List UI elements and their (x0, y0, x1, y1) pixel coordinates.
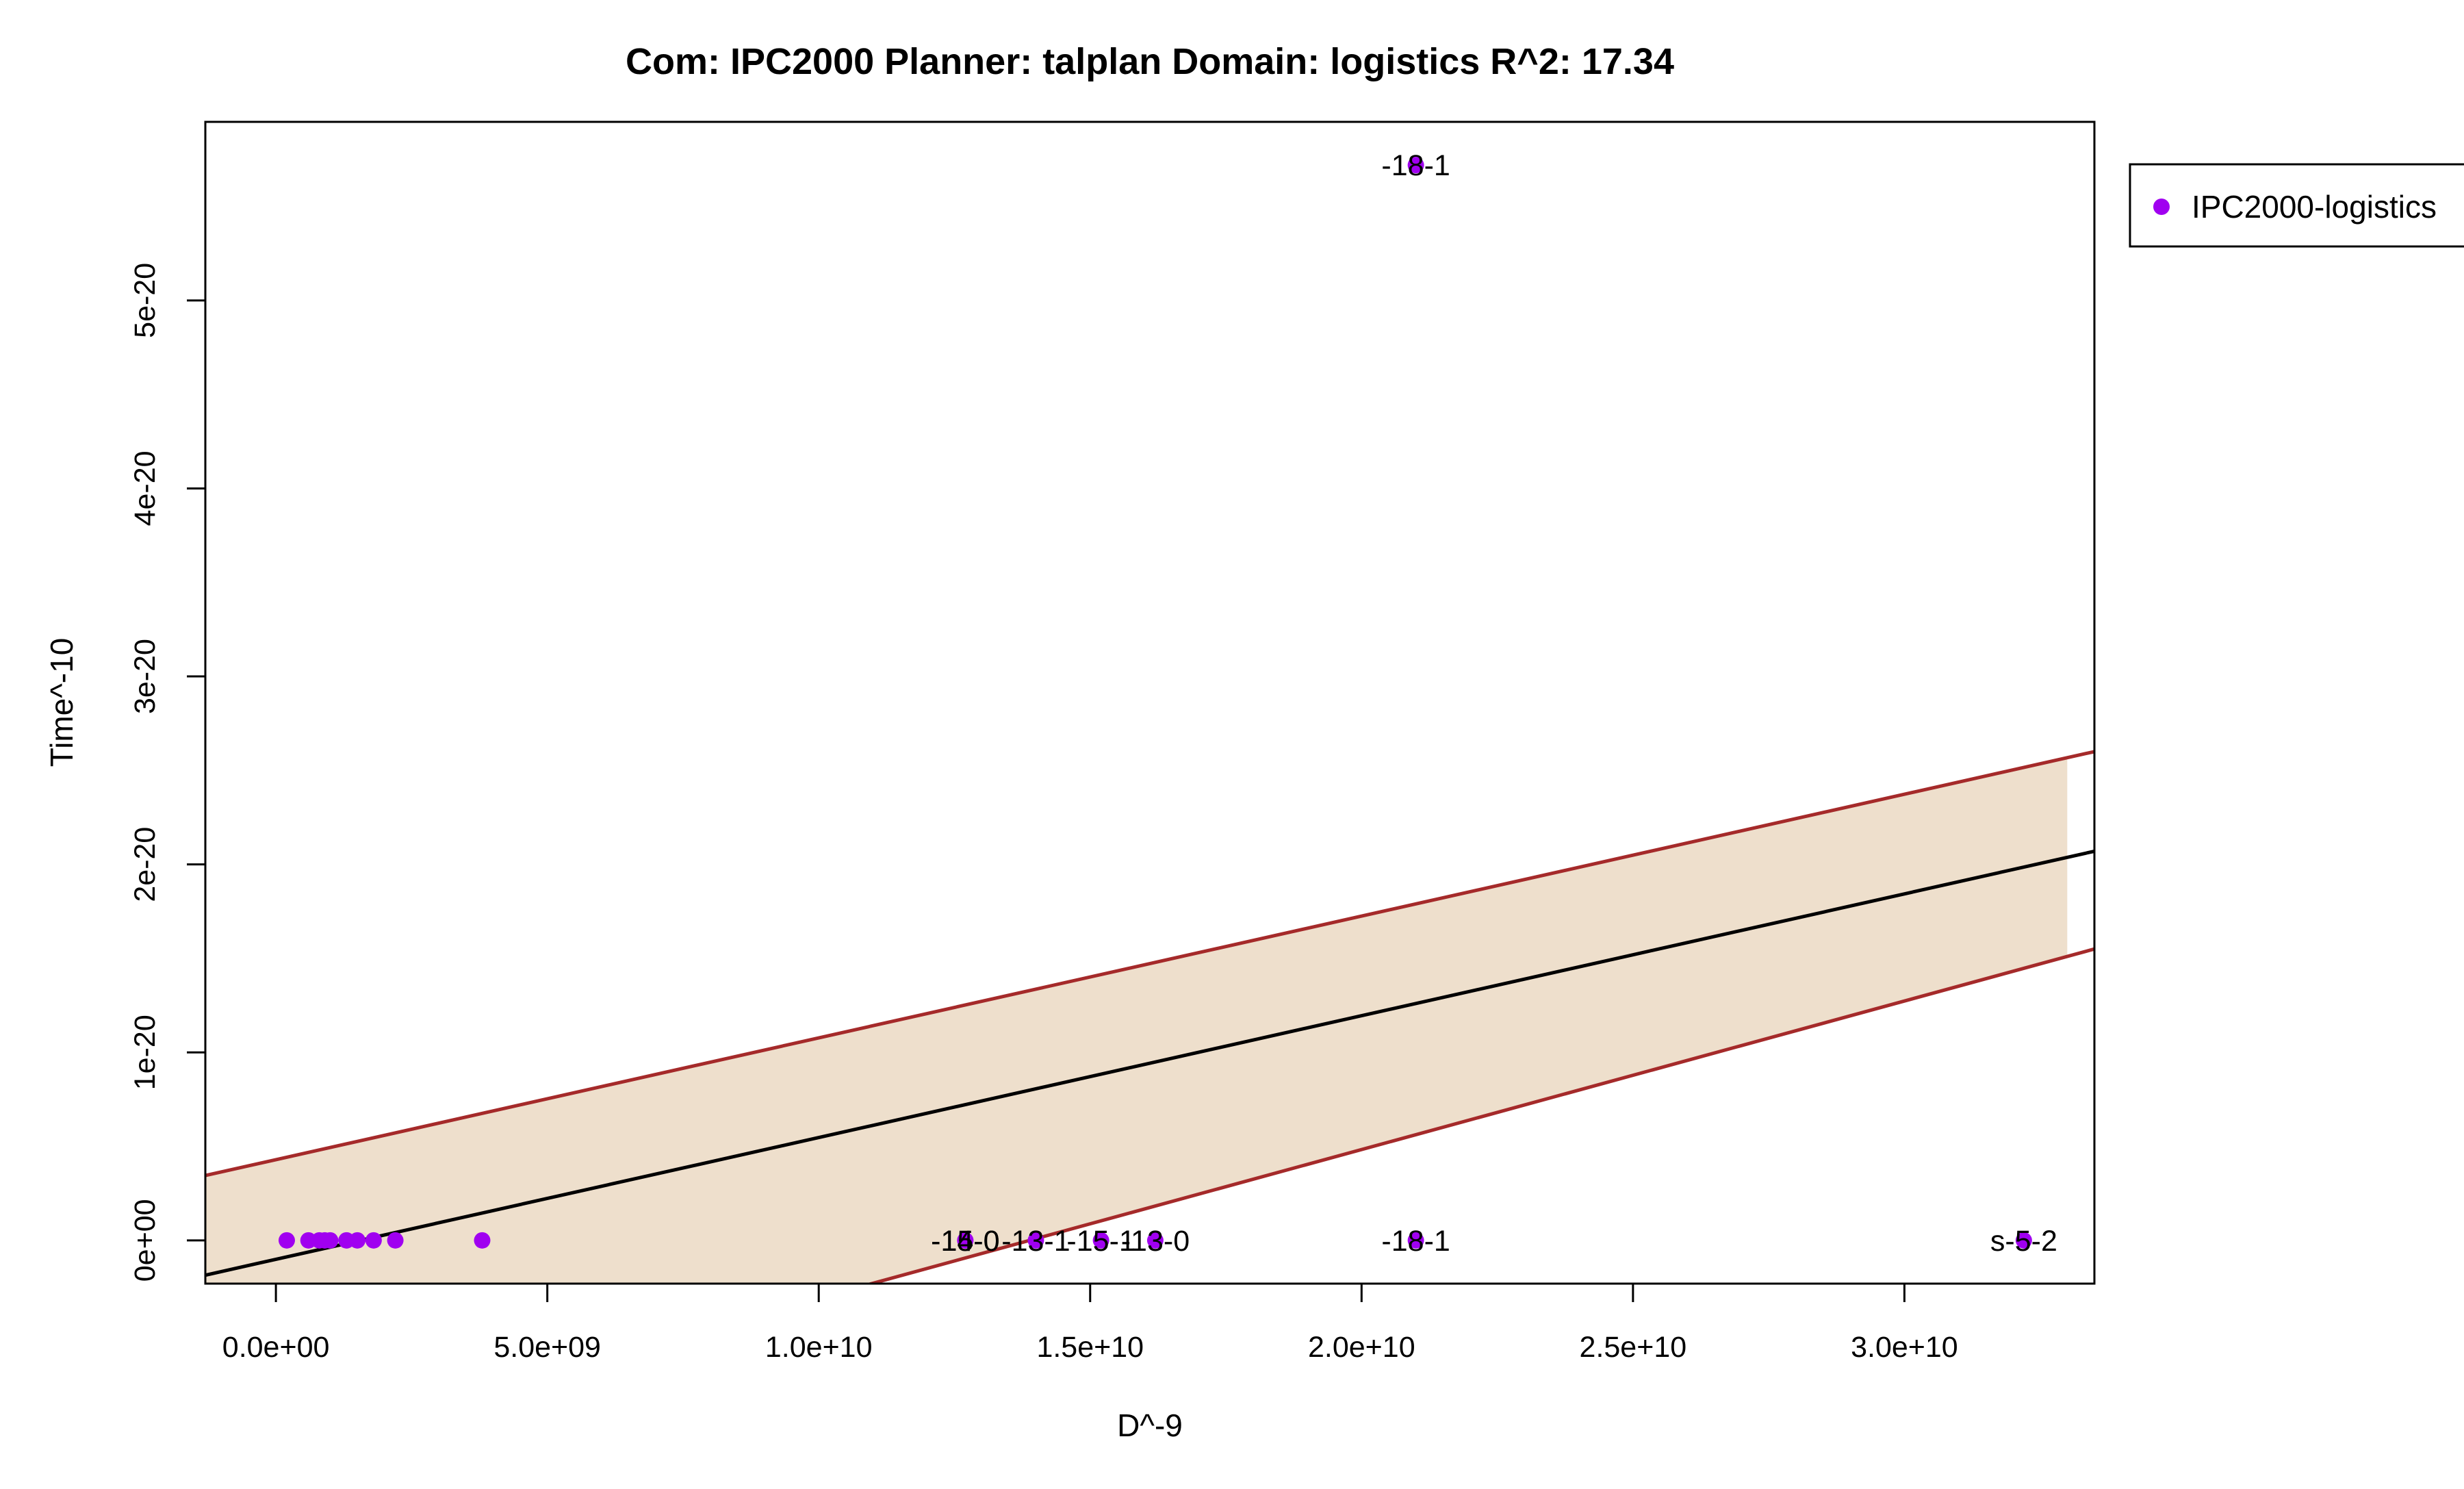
data-point (1092, 1232, 1109, 1249)
x-tick-label: 3.0e+10 (1851, 1331, 1958, 1364)
x-axis-label: D^-9 (1117, 1408, 1183, 1443)
data-point (322, 1232, 339, 1249)
y-tick-label: 0e+00 (129, 1199, 162, 1282)
x-tick-label: 1.5e+10 (1036, 1331, 1144, 1364)
data-point (1407, 157, 1424, 174)
point-label: s-5-2 (1990, 1225, 2057, 1258)
x-tick-label: 2.0e+10 (1308, 1331, 1415, 1364)
data-point (387, 1232, 404, 1249)
data-point (2015, 1232, 2032, 1249)
data-point (1027, 1232, 1044, 1249)
plot-area: -14-0-15-0 -13-1-15-1-13-0 -18-1 -18-1 s-5-2 (205, 149, 2094, 1284)
data-point (474, 1232, 491, 1249)
data-points (278, 157, 2032, 1249)
point-labels: -14-0-15-0 -13-1-15-1-13-0 -18-1 -18-1 s-5-2 (931, 149, 2057, 1258)
lower-bound-line (865, 947, 2094, 1284)
legend: IPC2000-logistics (2129, 163, 2464, 248)
x-tick-label: 5.0e+09 (493, 1331, 601, 1364)
legend-box (2129, 163, 2464, 248)
x-tick-label: 2.5e+10 (1580, 1331, 1687, 1364)
x-tick-label: 1.0e+10 (765, 1331, 873, 1364)
legend-marker (2153, 199, 2170, 215)
y-axis: 0e+00 1e-20 2e-20 3e-20 4e-20 5e-20 (129, 263, 207, 1282)
data-point (365, 1232, 382, 1249)
y-tick-label: 3e-20 (129, 639, 162, 714)
legend-label: IPC2000-logistics (2192, 189, 2437, 225)
point-label: -15-0 (931, 1225, 999, 1258)
upper-bound-line (205, 750, 2094, 1178)
data-point (957, 1232, 974, 1249)
x-tick-label: 0.0e+00 (222, 1331, 330, 1364)
regression-line (205, 849, 2094, 1277)
data-point (1407, 1232, 1424, 1249)
point-label: -18-1 (1381, 1225, 1450, 1258)
point-label: -18-1 (1381, 149, 1450, 182)
data-point (349, 1232, 366, 1249)
x-axis: 0.0e+00 5.0e+09 1.0e+10 1.5e+10 2.0e+10 2.5e+… (222, 1282, 1958, 1364)
data-point (1146, 1232, 1164, 1249)
prediction-band (205, 757, 2068, 1284)
y-tick-label: 2e-20 (129, 827, 162, 902)
point-label: -13-1 (1001, 1225, 1070, 1258)
y-tick-label: 5e-20 (129, 263, 162, 338)
y-tick-label: 4e-20 (129, 450, 162, 526)
y-tick-label: 1e-20 (129, 1015, 162, 1090)
y-axis-label: Time^-10 (44, 638, 79, 767)
point-label: -13-0 (1121, 1225, 1190, 1258)
chart-title: Com: IPC2000 Planner: talplan Domain: lo… (626, 41, 1674, 82)
point-label: -15-1 (1066, 1225, 1135, 1258)
point-label: -14-0 (931, 1225, 999, 1258)
data-point (278, 1232, 295, 1249)
